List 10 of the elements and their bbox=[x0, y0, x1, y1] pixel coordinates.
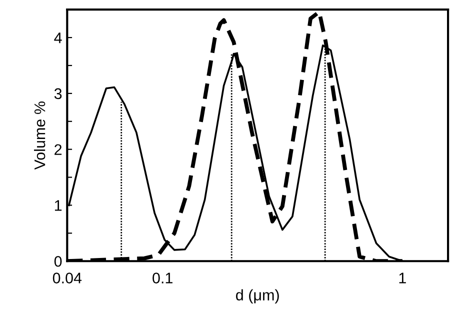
y-tick-label: 0 bbox=[54, 256, 62, 267]
y-tick-label: 3 bbox=[54, 88, 62, 100]
y-axis-title: Volume % bbox=[34, 102, 46, 170]
y-tick-label: 1 bbox=[54, 200, 62, 211]
x-tick-label: 1 bbox=[399, 272, 406, 284]
y-tick-label: 2 bbox=[54, 144, 62, 155]
x-axis-title: d (μm) bbox=[236, 289, 279, 304]
x-tick-label: 0.1 bbox=[152, 272, 172, 284]
x-tick-label: 0.04 bbox=[52, 272, 82, 284]
y-tick-label: 4 bbox=[54, 32, 62, 44]
